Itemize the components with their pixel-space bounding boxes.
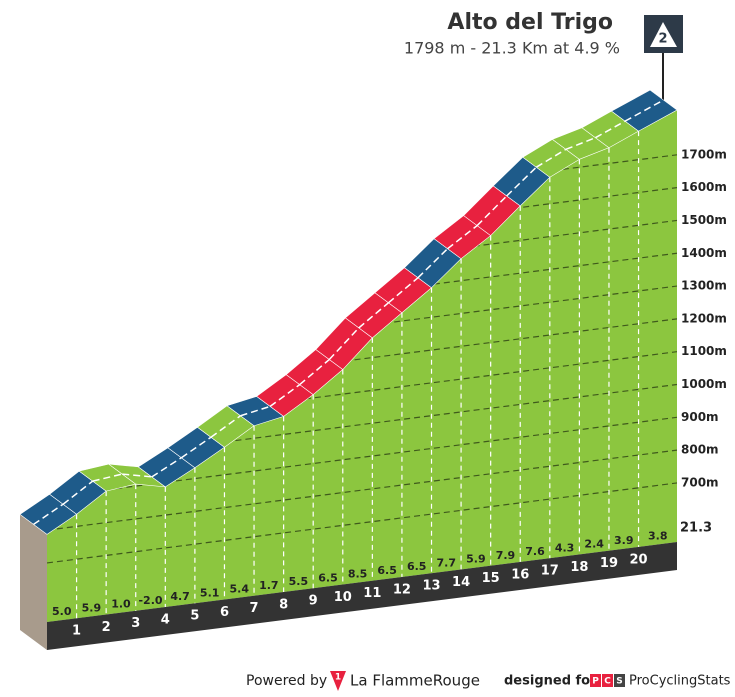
powered-by: Powered by — [246, 673, 327, 689]
ribbon-dash — [417, 248, 449, 279]
gradient-label: 6.5 — [318, 571, 338, 584]
ribbon-dash — [595, 120, 626, 139]
badge-label: 2 — [658, 32, 667, 47]
gradient-label: 5.9 — [82, 601, 102, 614]
ribbon-dash — [447, 224, 478, 250]
ribbon-dash — [358, 302, 389, 329]
pcs-letter: C — [604, 677, 611, 687]
side-face — [20, 514, 47, 650]
front-face — [47, 110, 677, 623]
km-label: 21.3 — [680, 521, 712, 536]
gradient-label: 5.0 — [52, 605, 72, 618]
km-label: 14 — [452, 575, 470, 590]
gradient-label: 4.3 — [555, 541, 575, 554]
plot: 700m 800m 900m 1000m 1100m 1200m 1300m 1400m 150… — [19, 89, 727, 650]
km-label: 9 — [309, 594, 318, 609]
pcs-box — [590, 674, 601, 687]
y-tick-label: 1200m — [681, 311, 727, 325]
gradient-label: 2.4 — [584, 538, 604, 551]
km-label: 5 — [190, 609, 199, 624]
ribbon-dash — [92, 473, 123, 482]
ribbon-dash — [299, 358, 330, 386]
grid-line — [47, 449, 677, 531]
ribbon-dash — [180, 436, 212, 459]
ribbon-dash — [33, 503, 64, 526]
gradient-label: 6.5 — [407, 560, 427, 573]
ribbon-dash — [122, 473, 152, 478]
brand-logo-shape — [330, 671, 346, 691]
km-label: 16 — [511, 567, 529, 582]
gradient-label: 7.7 — [437, 556, 457, 569]
pcs-letter: P — [592, 677, 599, 687]
brand: La FlammeRouge — [350, 672, 480, 690]
km-label: 2 — [102, 620, 111, 635]
km-label: 13 — [422, 579, 440, 594]
gradient-label: 5.9 — [466, 553, 486, 566]
chart-subtitle: 1798 m - 21.3 Km at 4.9 % — [404, 39, 620, 58]
ribbon-dash — [240, 405, 271, 417]
km-label: 1 — [72, 624, 81, 639]
km-label: 10 — [334, 590, 352, 605]
y-tick-label: 1000m — [681, 377, 727, 391]
ground-strip — [47, 542, 677, 650]
gradient-label: 3.9 — [614, 534, 634, 547]
pcs-box — [614, 674, 625, 687]
km-label: 8 — [279, 597, 288, 612]
ribbon-dash — [476, 195, 508, 227]
km-label: 12 — [393, 582, 411, 597]
y-tick-label: 1500m — [681, 213, 727, 227]
gradient-label: 1.0 — [111, 598, 131, 611]
gradient-label: 4.7 — [170, 590, 190, 603]
ribbon-dash — [387, 277, 419, 304]
ribbon-dash — [565, 137, 596, 151]
km-label: 7 — [250, 601, 259, 616]
footer: Powered by 1 La FlammeRouge designed for… — [246, 671, 731, 691]
y-tick-label: 1100m — [681, 344, 727, 358]
km-label: 18 — [570, 560, 588, 575]
ribbon-dash — [535, 148, 567, 168]
km-label: 6 — [220, 605, 229, 620]
ribbon-dash — [62, 480, 94, 505]
km-label: 4 — [161, 612, 170, 627]
km-label: 15 — [482, 571, 500, 586]
ribbon-dash — [269, 383, 301, 408]
ribbon-dash — [151, 457, 182, 478]
gradient-label: 5.5 — [289, 575, 309, 588]
km-label: 11 — [363, 586, 381, 601]
gradient-label: 7.6 — [525, 545, 545, 558]
badge-triangle — [650, 22, 677, 47]
gradient-label: 5.1 — [200, 586, 220, 599]
y-tick-label: 900m — [681, 410, 719, 424]
km-label: 17 — [541, 564, 559, 579]
brand-logo: 1 — [335, 673, 341, 683]
ribbon-dash — [328, 327, 360, 361]
grid-line — [47, 482, 677, 564]
km-label: 3 — [131, 616, 140, 631]
gradient-segment — [610, 89, 678, 132]
km-label: 20 — [630, 552, 648, 567]
gradient-label: 6.5 — [377, 564, 397, 577]
ribbon-dash — [210, 415, 241, 438]
gradient-label: 7.9 — [496, 549, 516, 562]
y-tick-label: 1700m — [681, 147, 727, 161]
ribbon-dash — [506, 166, 537, 197]
gradient-label: 8.5 — [348, 568, 368, 581]
gradient-label: 1.7 — [259, 579, 279, 592]
km-label: 19 — [600, 556, 618, 571]
gradient-label: 3.8 — [648, 529, 668, 542]
ribbon-dash — [624, 99, 664, 122]
y-tick-label: 800m — [681, 443, 719, 457]
pcs-box — [602, 674, 613, 687]
designed-for: designed for — [504, 674, 597, 689]
chart-title: Alto del Trigo — [447, 10, 613, 35]
y-tick-label: 1600m — [681, 180, 727, 194]
site: ProCyclingStats — [629, 674, 731, 689]
y-tick-label: 1300m — [681, 279, 727, 293]
y-tick-label: 700m — [681, 475, 719, 489]
gradient-label: -2.0 — [138, 594, 162, 607]
gradient-label: 5.4 — [230, 583, 250, 596]
pcs-letter: S — [616, 677, 622, 687]
y-tick-label: 1400m — [681, 246, 727, 260]
